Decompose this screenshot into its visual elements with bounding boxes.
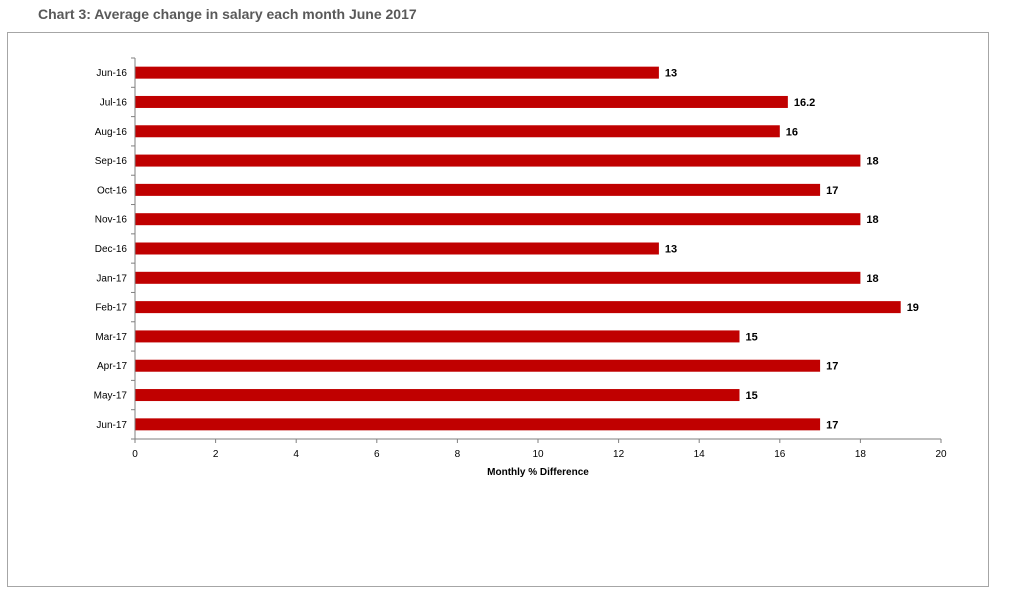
category-label: May-17 [94,391,128,402]
bar-jun-17 [135,418,821,431]
bar-apr-17 [135,359,821,372]
x-axis-title: Monthly % Difference [487,467,589,478]
bar-feb-17 [135,301,901,314]
category-labels: Jun-16 Jul-16 Aug-16 Sep-16 Oct-16 Nov-16 Dec-… [94,68,128,431]
x-tick-label: 4 [293,449,299,460]
category-label: Aug-16 [95,127,128,138]
bar-jan-17 [135,271,861,284]
data-label: 19 [907,302,919,314]
category-label: Sep-16 [95,156,128,167]
bars-layer [135,66,901,431]
x-tick-label: 16 [774,449,786,460]
axes [131,57,942,443]
x-tick-label: 18 [855,449,867,460]
data-label: 16.2 [794,97,815,109]
x-tick-label: 14 [694,449,706,460]
category-label: Dec-16 [95,244,128,255]
x-tick-label: 20 [935,449,947,460]
bar-nov-16 [135,213,861,226]
data-label: 18 [866,156,878,168]
x-tick-label: 12 [613,449,625,460]
bar-sep-16 [135,154,861,167]
bar-jun-16 [135,66,659,79]
data-label: 15 [746,331,758,343]
category-label: Mar-17 [95,332,127,343]
data-labels: 13 16.2 16 18 17 18 13 18 19 15 17 15 17 [665,68,919,432]
category-label: Jun-16 [96,68,127,79]
data-label: 15 [746,390,758,402]
category-label: Oct-16 [97,185,127,196]
x-tick-label: 0 [132,449,138,460]
category-label: Jul-16 [100,97,128,108]
category-label: Jan-17 [96,273,127,284]
category-label: Feb-17 [95,303,127,314]
data-label: 18 [866,273,878,285]
data-label: 17 [826,185,838,197]
data-label: 16 [786,126,798,138]
bar-mar-17 [135,330,740,343]
x-tick-label: 6 [374,449,380,460]
data-label: 13 [665,68,677,80]
chart-area [7,32,989,587]
x-tick-label: 8 [455,449,461,460]
bar-aug-16 [135,125,780,138]
x-tick-label: 10 [532,449,544,460]
data-label: 13 [665,244,677,256]
x-tick-label: 2 [213,449,219,460]
bar-dec-16 [135,242,659,255]
category-label: Nov-16 [95,215,128,226]
category-label: Apr-17 [97,361,127,372]
data-label: 17 [826,419,838,431]
data-label: 18 [866,214,878,226]
data-label: 17 [826,361,838,373]
category-label: Jun-17 [96,420,127,431]
chart-title: Chart 3: Average change in salary each m… [38,6,417,22]
x-tick-labels: 0 2 4 6 8 10 12 14 16 18 20 [132,449,947,460]
bar-may-17 [135,389,740,402]
bar-oct-16 [135,183,821,196]
bar-jul-16 [135,95,788,108]
